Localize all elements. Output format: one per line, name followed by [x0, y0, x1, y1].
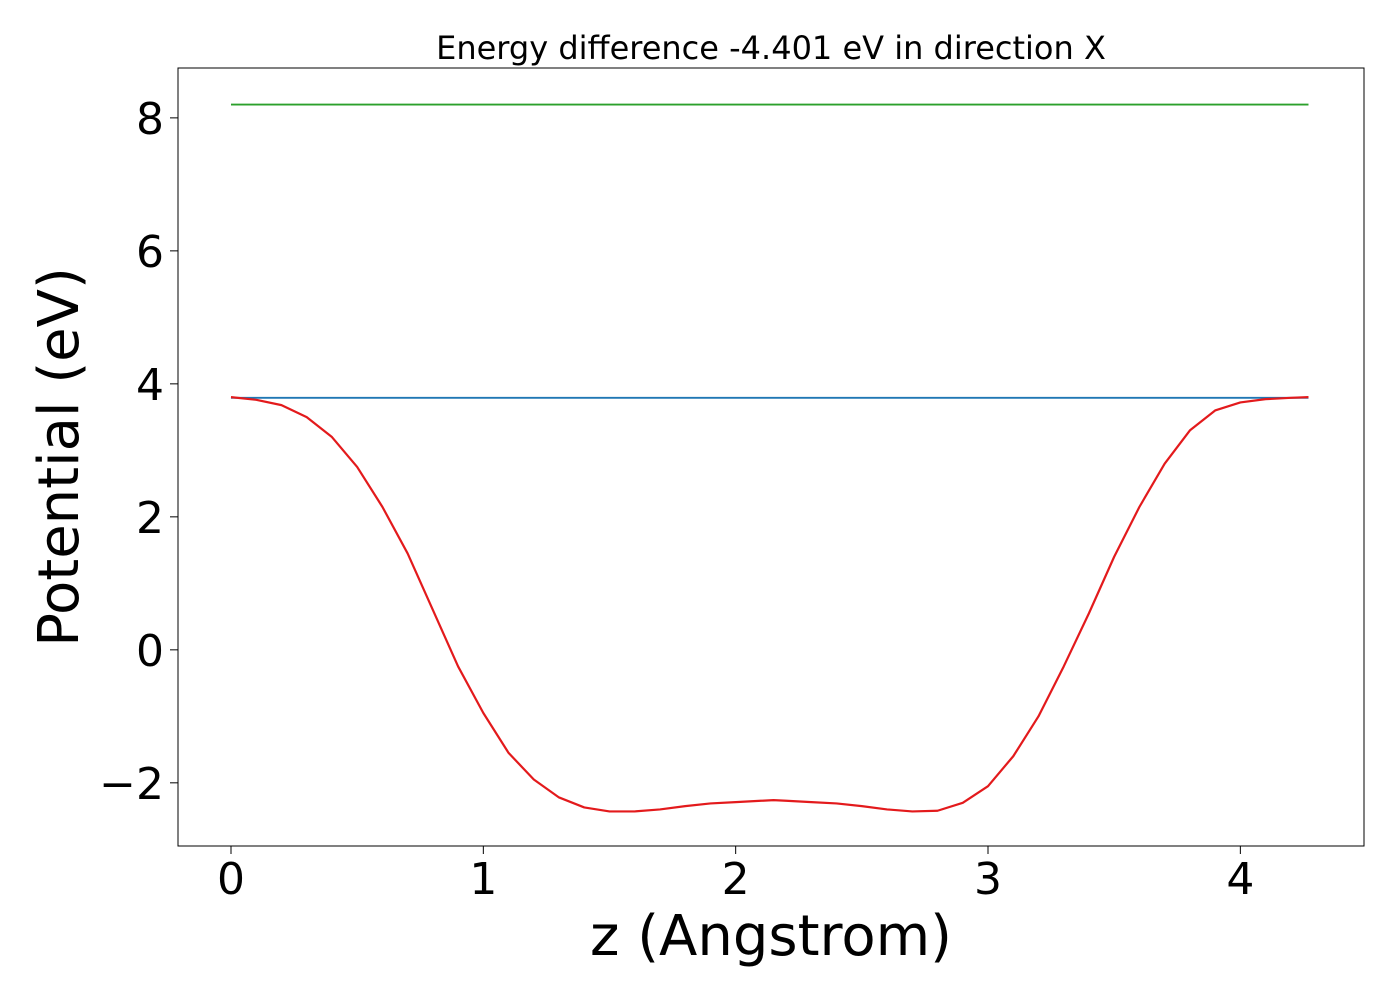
y-tick-label: 4 — [136, 360, 164, 411]
y-axis-label: Potential (eV) — [27, 267, 92, 647]
x-axis: 0 1 2 3 4 — [217, 846, 1254, 905]
y-tick-label: 2 — [136, 493, 164, 544]
x-tick-label: 2 — [722, 854, 750, 905]
x-tick-label: 3 — [974, 854, 1002, 905]
y-tick-label: −2 — [99, 759, 164, 810]
x-tick-label: 0 — [217, 854, 245, 905]
x-tick-label: 4 — [1226, 854, 1254, 905]
series-line-3 — [230, 396, 1309, 813]
x-axis-label: z (Angstrom) — [590, 904, 952, 969]
y-tick-label: 8 — [136, 94, 164, 145]
series-layer — [230, 103, 1309, 813]
x-tick-label: 1 — [469, 854, 497, 905]
y-tick-label: 6 — [136, 227, 164, 278]
plot-area-frame — [177, 67, 1365, 847]
y-axis: −2 0 2 4 6 8 — [99, 94, 178, 810]
chart-title: Energy difference -4.401 eV in direction… — [436, 29, 1106, 67]
y-tick-label: 0 — [136, 626, 164, 677]
